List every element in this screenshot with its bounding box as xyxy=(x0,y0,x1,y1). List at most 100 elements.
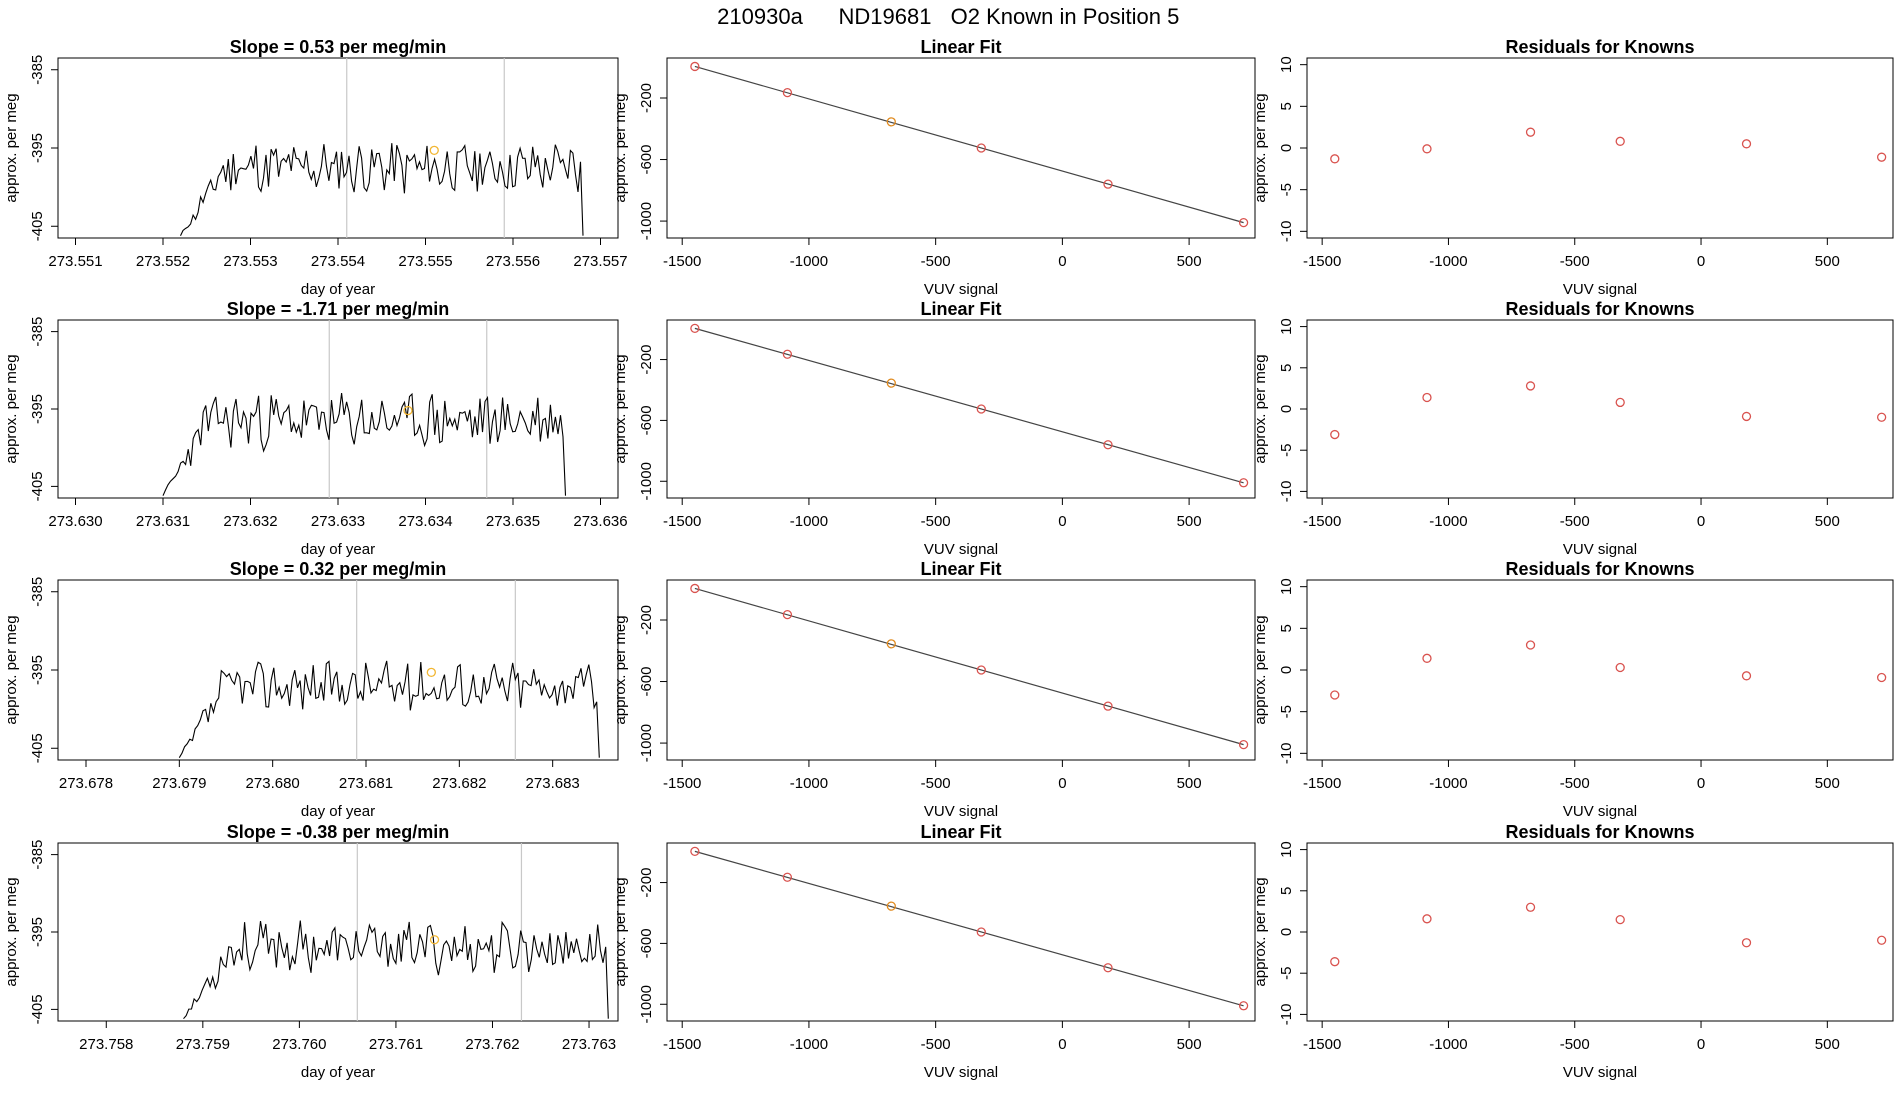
data-point xyxy=(1876,152,1887,162)
data-point xyxy=(1876,412,1887,422)
y-tick-label: 5 xyxy=(1278,624,1295,632)
x-tick-label: 0 xyxy=(1058,1036,1066,1053)
data-point xyxy=(1876,935,1887,945)
y-tick-label: -5 xyxy=(1278,705,1295,718)
x-tick-label: 0 xyxy=(1058,513,1066,530)
highlighted-data-point xyxy=(886,901,896,911)
y-axis-label: approx. per meg xyxy=(1252,615,1269,724)
data-point xyxy=(1615,397,1625,408)
fit-line xyxy=(694,850,1244,1007)
data-point xyxy=(782,349,793,359)
x-tick-label: -1000 xyxy=(790,775,828,792)
data-point xyxy=(1741,139,1752,149)
x-tick-label: -500 xyxy=(1560,1036,1590,1053)
plot-frame xyxy=(57,319,619,499)
chart-panel-11: Linear Fit VUV signal approx. per meg -1500… xyxy=(612,822,1256,1081)
fit-line xyxy=(694,327,1244,484)
x-tick-label: 0 xyxy=(1697,1036,1705,1053)
y-tick-label: -385 xyxy=(29,840,46,870)
x-axis-label: day of year xyxy=(301,803,375,820)
chart-title: Slope = 0.53 per meg/min xyxy=(230,37,447,57)
x-tick-label: 0 xyxy=(1058,775,1066,792)
data-point xyxy=(1876,672,1887,683)
chart-panel-12: Residuals for Knowns VUV signal approx. pe… xyxy=(1252,822,1894,1081)
x-tick-label: 500 xyxy=(1177,253,1202,270)
data-point xyxy=(1330,154,1340,164)
x-tick-label: 273.679 xyxy=(152,775,206,792)
chart-title: Linear Fit xyxy=(920,822,1001,842)
x-tick-label: -1500 xyxy=(1303,253,1341,270)
x-tick-label: 273.557 xyxy=(573,253,627,270)
y-axis-label: approx. per meg xyxy=(3,354,20,463)
x-tick-label: 273.761 xyxy=(369,1036,423,1053)
highlighted-data-point xyxy=(886,378,896,388)
x-tick-label: 0 xyxy=(1058,253,1066,270)
x-tick-label: -1500 xyxy=(663,1036,701,1053)
y-tick-label: 5 xyxy=(1278,102,1295,110)
x-tick-label: 273.551 xyxy=(48,253,102,270)
data-point xyxy=(1741,671,1752,681)
data-point xyxy=(1103,963,1113,973)
y-tick-label: -10 xyxy=(1278,742,1295,764)
y-tick-label: -405 xyxy=(29,471,46,501)
y-tick-label: 0 xyxy=(1278,666,1295,674)
y-tick-label: -600 xyxy=(638,405,655,435)
x-tick-label: -1000 xyxy=(790,513,828,530)
fit-line xyxy=(694,65,1244,224)
chart-panel-3: Residuals for Knowns VUV signal approx. pe… xyxy=(1252,37,1894,298)
x-tick-label: 273.630 xyxy=(48,513,102,530)
chart-panel-4: Slope = -1.71 per meg/min day of year appr… xyxy=(3,299,628,558)
panel-grid: Slope = 0.53 per meg/min day of year appro… xyxy=(3,37,1894,1081)
data-point xyxy=(976,404,986,414)
x-tick-label: -500 xyxy=(1560,775,1590,792)
x-tick-label: 0 xyxy=(1697,253,1705,270)
x-tick-label: -1000 xyxy=(1429,253,1467,270)
plot-frame xyxy=(1306,319,1894,499)
y-axis-label: approx. per meg xyxy=(3,93,20,202)
data-point xyxy=(1238,1001,1249,1011)
x-tick-label: 273.681 xyxy=(339,775,393,792)
data-point xyxy=(1422,144,1432,154)
chart-panel-5: Linear Fit VUV signal approx. per meg -1500… xyxy=(612,299,1256,558)
x-tick-label: 273.554 xyxy=(311,253,365,270)
highlighted-data-point xyxy=(886,117,896,127)
chart-title: Linear Fit xyxy=(920,559,1001,579)
x-tick-label: -1500 xyxy=(663,253,701,270)
x-tick-label: 273.552 xyxy=(136,253,190,270)
data-point xyxy=(1525,902,1536,912)
y-tick-label: -600 xyxy=(638,145,655,175)
y-tick-label: -1000 xyxy=(638,985,655,1023)
chart-title: Linear Fit xyxy=(920,299,1001,319)
data-point xyxy=(1103,701,1113,711)
y-tick-label: -5 xyxy=(1278,967,1295,980)
y-tick-label: 5 xyxy=(1278,887,1295,895)
y-axis-label: approx. per meg xyxy=(612,93,629,202)
figure-description: O2 Known in Position 5 xyxy=(951,4,1180,29)
x-tick-label: -1500 xyxy=(1303,513,1341,530)
data-point xyxy=(1615,662,1625,673)
y-tick-label: -10 xyxy=(1278,1004,1295,1026)
x-tick-label: 273.763 xyxy=(562,1036,616,1053)
plot-frame xyxy=(1306,57,1894,239)
mean-marker-point xyxy=(403,405,413,416)
data-point xyxy=(1238,478,1249,488)
x-tick-label: 273.762 xyxy=(465,1036,519,1053)
x-tick-label: -500 xyxy=(921,253,951,270)
data-point xyxy=(1741,411,1752,422)
x-axis-label: VUV signal xyxy=(924,541,998,558)
y-axis-label: approx. per meg xyxy=(1252,93,1269,202)
y-tick-label: 10 xyxy=(1278,318,1295,335)
data-point xyxy=(1615,136,1625,146)
data-point xyxy=(690,323,700,334)
x-tick-label: 273.635 xyxy=(486,513,540,530)
x-tick-label: 500 xyxy=(1815,1036,1840,1053)
data-point xyxy=(976,143,986,153)
x-tick-label: -1000 xyxy=(1429,513,1467,530)
y-tick-label: 10 xyxy=(1278,841,1295,858)
y-tick-label: -200 xyxy=(638,83,655,113)
mean-marker-point xyxy=(426,667,436,677)
chart-title: Linear Fit xyxy=(920,37,1001,57)
data-point xyxy=(1103,179,1113,189)
y-tick-label: -200 xyxy=(638,605,655,635)
data-point xyxy=(1422,914,1432,924)
